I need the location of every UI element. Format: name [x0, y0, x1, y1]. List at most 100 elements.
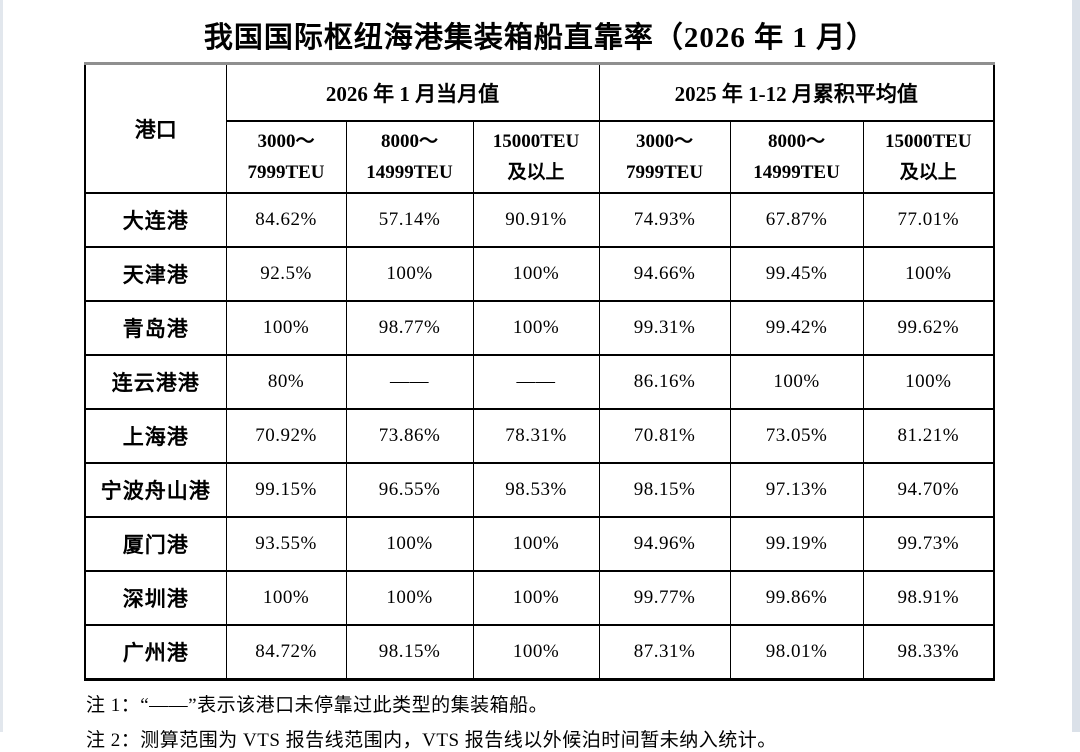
rate-value-cell: 99.42% [729, 300, 864, 356]
size-header-line: 8000～ [380, 130, 438, 152]
port-name-cell: 青岛港 [84, 300, 227, 356]
rate-value-cell: —— [472, 354, 600, 410]
rate-value-cell: 84.72% [225, 624, 347, 681]
rate-value-cell: 99.15% [225, 462, 347, 518]
rate-value-cell: 78.31% [472, 408, 600, 464]
rate-value-cell: 100% [472, 570, 600, 626]
port-name-cell: 天津港 [84, 246, 227, 302]
size-header-line: 15000TEU [884, 130, 972, 152]
size-header-line: 及以上 [899, 162, 957, 183]
footnotes: 注 1：“——”表示该港口未停靠过此类型的集装箱船。 注 2：测算范围为 VTS… [86, 694, 1080, 752]
rate-value-cell: 98.01% [729, 624, 864, 681]
port-name-cell: 宁波舟山港 [84, 462, 227, 518]
rate-value-cell: 99.62% [862, 300, 995, 356]
rate-value-cell: 99.31% [598, 300, 731, 356]
size-header-3000-7999: 3000～ 7999TEU [225, 120, 347, 194]
size-header-line: 8000～ [768, 130, 826, 152]
rate-value-cell: 87.31% [598, 624, 731, 681]
rate-value-cell: 98.15% [345, 624, 474, 681]
rate-value-cell: 100% [472, 516, 600, 572]
table-row: 宁波舟山港 99.15% 96.55% 98.53% 98.15% 97.13% 94.70… [84, 462, 995, 518]
rate-value-cell: 98.33% [862, 624, 995, 681]
rate-value-cell: 94.66% [598, 246, 731, 302]
scrollbar-track[interactable] [1072, 0, 1080, 732]
rate-value-cell: —— [345, 354, 474, 410]
rate-value-cell: 100% [862, 354, 995, 410]
size-header-8000-14999: 8000～ 14999TEU [345, 120, 474, 194]
rate-value-cell: 67.87% [729, 192, 864, 248]
page-edge-left [0, 0, 3, 732]
rate-value-cell: 70.92% [225, 408, 347, 464]
rate-value-cell: 100% [472, 246, 600, 302]
table-row: 厦门港 93.55% 100% 100% 94.96% 99.19% 99.73% [84, 516, 995, 572]
footnote-1: 注 1：“——”表示该港口未停靠过此类型的集装箱船。 [86, 695, 549, 716]
rate-value-cell: 80% [225, 354, 347, 410]
rate-value-cell: 100% [345, 570, 474, 626]
rate-value-cell: 100% [225, 570, 347, 626]
header-size-row: 3000～ 7999TEU 8000～ 14999TEU 15000TEU 及以… [85, 120, 995, 194]
rate-value-cell: 98.77% [345, 300, 474, 356]
rate-value-cell: 96.55% [345, 462, 474, 518]
group-header-current-month: 2026 年 1 月当月值 [225, 62, 600, 122]
rate-value-cell: 97.13% [729, 462, 864, 518]
size-header-15000-plus: 15000TEU 及以上 [472, 120, 600, 194]
size-header-line: 3000～ [636, 130, 694, 152]
rate-value-cell: 100% [225, 300, 347, 356]
rate-value-cell: 100% [862, 246, 995, 302]
rate-value-cell: 73.05% [729, 408, 864, 464]
rate-value-cell: 93.55% [225, 516, 347, 572]
port-name-cell: 上海港 [84, 408, 227, 464]
rate-value-cell: 100% [729, 354, 864, 410]
size-header-line: 14999TEU [753, 162, 840, 183]
table-row: 天津港 92.5% 100% 100% 94.66% 99.45% 100% [84, 246, 995, 302]
rate-value-cell: 73.86% [345, 408, 474, 464]
table-row: 大连港 84.62% 57.14% 90.91% 74.93% 67.87% 77.01% [84, 192, 995, 248]
rate-value-cell: 100% [472, 624, 600, 681]
rate-value-cell: 99.86% [729, 570, 864, 626]
port-name-cell: 大连港 [84, 192, 227, 248]
port-column-header: 港口 [84, 62, 227, 194]
table-row: 连云港港 80% —— —— 86.16% 100% 100% [84, 354, 995, 410]
size-header-3000-7999: 3000～ 7999TEU [598, 120, 731, 194]
size-header-line: 7999TEU [247, 162, 325, 183]
size-header-line: 14999TEU [366, 162, 453, 183]
header-group-row: 港口 2026 年 1 月当月值 2025 年 1-12 月累积平均值 [84, 62, 995, 194]
berthing-rate-table: 港口 2026 年 1 月当月值 2025 年 1-12 月累积平均值 3000… [84, 62, 996, 681]
rate-value-cell: 92.5% [225, 246, 347, 302]
rate-value-cell: 74.93% [598, 192, 731, 248]
rate-value-cell: 99.73% [862, 516, 995, 572]
table-row: 广州港 84.72% 98.15% 100% 87.31% 98.01% 98.33% [84, 624, 995, 681]
size-header-line: 7999TEU [625, 162, 704, 183]
rate-value-cell: 86.16% [598, 354, 731, 410]
size-header-8000-14999: 8000～ 14999TEU [729, 120, 864, 194]
rate-value-cell: 100% [345, 246, 474, 302]
size-header-15000-plus: 15000TEU 及以上 [862, 120, 995, 194]
port-name-cell: 深圳港 [84, 570, 227, 626]
port-name-cell: 广州港 [84, 624, 227, 681]
size-header-line: 3000～ [257, 130, 315, 152]
rate-value-cell: 98.91% [862, 570, 995, 626]
page-title: 我国国际枢纽海港集装箱船直靠率（2026 年 1 月） [203, 22, 877, 54]
table-row: 青岛港 100% 98.77% 100% 99.31% 99.42% 99.62% [84, 300, 995, 356]
size-header-line: 15000TEU [492, 130, 580, 152]
size-header-line: 及以上 [507, 162, 565, 183]
port-name-cell: 厦门港 [84, 516, 227, 572]
footnote-2: 注 2：测算范围为 VTS 报告线范围内，VTS 报告线以外候泊时间暂未纳入统计… [86, 730, 777, 751]
rate-value-cell: 98.15% [598, 462, 731, 518]
rate-value-cell: 94.70% [862, 462, 995, 518]
rate-value-cell: 57.14% [345, 192, 474, 248]
rate-value-cell: 81.21% [862, 408, 995, 464]
rate-value-cell: 100% [345, 516, 474, 572]
rate-value-cell: 70.81% [598, 408, 731, 464]
rate-value-cell: 90.91% [472, 192, 600, 248]
port-name-cell: 连云港港 [84, 354, 227, 410]
table-body: 大连港 84.62% 57.14% 90.91% 74.93% 67.87% 77.01% 天… [84, 192, 995, 681]
rate-value-cell: 98.53% [472, 462, 600, 518]
rate-value-cell: 99.45% [729, 246, 864, 302]
table-row: 上海港 70.92% 73.86% 78.31% 70.81% 73.05% 81.21% [84, 408, 995, 464]
rate-value-cell: 84.62% [225, 192, 347, 248]
rate-value-cell: 99.77% [598, 570, 731, 626]
rate-value-cell: 77.01% [862, 192, 995, 248]
rate-value-cell: 100% [472, 300, 600, 356]
rate-value-cell: 99.19% [729, 516, 864, 572]
